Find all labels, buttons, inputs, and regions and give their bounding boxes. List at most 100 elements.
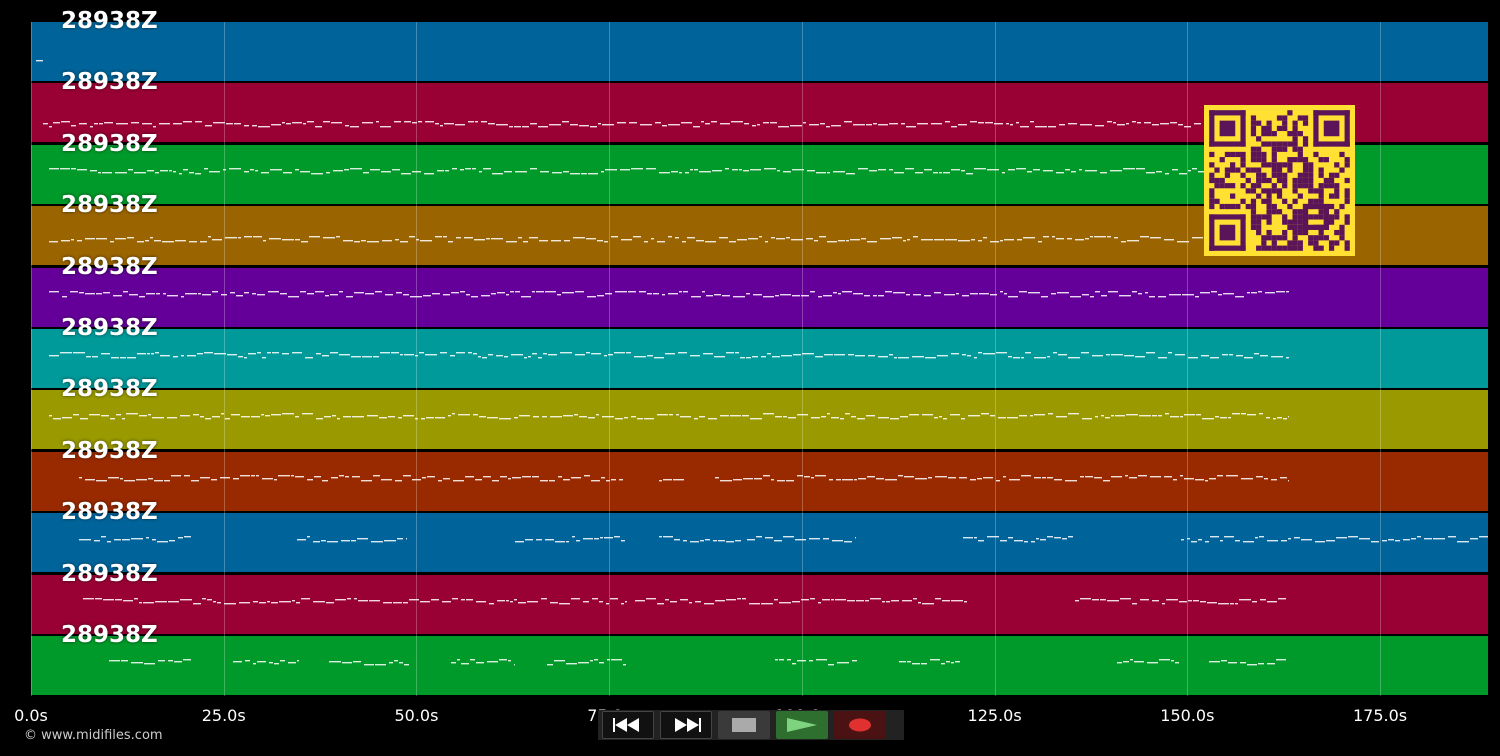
qr-module: [1297, 146, 1303, 152]
midi-note: [1111, 415, 1114, 417]
midi-note: [959, 476, 967, 479]
qr-module: [1313, 188, 1319, 194]
midi-note: [690, 355, 700, 357]
qr-module: [1240, 214, 1246, 251]
track-name: 28938Z: [61, 315, 158, 341]
midi-note: [829, 478, 833, 481]
midi-note: [1016, 167, 1026, 170]
qr-module: [1230, 183, 1236, 189]
midi-note: [403, 474, 411, 477]
qr-module: [1266, 209, 1272, 215]
midi-note: [1016, 122, 1019, 124]
midi-note: [809, 538, 820, 540]
track-lane: [31, 267, 1488, 327]
midi-note: [935, 475, 947, 478]
midi-note: [406, 538, 407, 540]
midi-note: [651, 238, 654, 240]
track-notes: [49, 413, 1289, 420]
qr-module: [1271, 162, 1277, 168]
midi-note: [1228, 662, 1237, 664]
midi-note: [858, 477, 866, 480]
midi-note: [79, 291, 84, 293]
qr-module: [1297, 177, 1303, 184]
midi-note: [663, 536, 673, 538]
fast-forward-button[interactable]: [660, 711, 712, 739]
play-button[interactable]: [776, 711, 828, 739]
rewind-button[interactable]: [602, 711, 654, 739]
qr-module: [1266, 235, 1272, 241]
qr-module: [1276, 193, 1283, 199]
midi-note: [241, 416, 250, 418]
record-button[interactable]: [834, 711, 886, 739]
qr-module: [1245, 167, 1251, 173]
midi-note: [1108, 290, 1118, 292]
midi-note: [848, 354, 854, 356]
qr-module: [1266, 193, 1272, 199]
midi-note: [726, 352, 734, 354]
midi-note: [915, 171, 923, 174]
qr-module: [1297, 157, 1303, 163]
qr-module: [1339, 151, 1345, 158]
midi-note: [644, 241, 648, 243]
midi-note: [1123, 661, 1129, 663]
midi-note: [96, 238, 107, 240]
midi-note: [763, 413, 774, 415]
qr-module: [1256, 146, 1262, 152]
midi-note: [823, 294, 832, 296]
midi-note: [1159, 659, 1170, 661]
midi-note: [180, 598, 192, 600]
midi-note: [404, 121, 411, 123]
midi-note: [1152, 415, 1157, 417]
midi-note: [49, 415, 52, 417]
midi-note: [571, 597, 580, 599]
qr-module: [1302, 183, 1309, 189]
qr-module: [1256, 229, 1262, 236]
midi-note: [750, 418, 762, 420]
qr-module: [1266, 141, 1272, 147]
midi-note: [62, 295, 67, 297]
qr-module: [1323, 183, 1329, 189]
midi-note: [1095, 416, 1098, 418]
midi-note: [1165, 413, 1169, 415]
qr-module: [1328, 177, 1335, 184]
midi-note: [300, 170, 310, 173]
qr-module: [1261, 198, 1267, 204]
stop-button[interactable]: [718, 711, 770, 739]
midi-note: [906, 293, 910, 295]
midi-note: [1403, 539, 1410, 541]
midi-note: [460, 290, 465, 292]
midi-note: [958, 124, 967, 126]
midi-note: [757, 124, 760, 126]
midi-note: [634, 356, 646, 358]
midi-note: [870, 597, 881, 599]
midi-note: [1241, 477, 1253, 480]
qr-module: [1308, 162, 1314, 168]
midi-note: [958, 240, 970, 242]
midi-note: [515, 541, 524, 543]
midi-note: [443, 236, 447, 238]
midi-note: [730, 415, 741, 417]
midi-note: [61, 240, 70, 242]
midi-note: [1062, 538, 1067, 540]
midi-note: [151, 353, 154, 355]
midi-note: [383, 601, 392, 603]
midi-note: [488, 354, 493, 356]
midi-note: [985, 122, 993, 124]
qr-module: [1224, 203, 1231, 210]
qr-module: [1256, 172, 1262, 178]
midi-note: [315, 290, 324, 292]
midi-note: [1132, 121, 1136, 123]
midi-note: [375, 664, 386, 666]
midi-note: [711, 121, 717, 123]
midi-note: [680, 416, 691, 418]
midi-note: [191, 479, 199, 482]
midi-note: [1260, 598, 1266, 600]
midi-note: [1171, 660, 1174, 662]
midi-note: [575, 354, 585, 356]
midi-note: [532, 290, 535, 292]
track-notes: [83, 597, 1286, 604]
midi-note: [301, 597, 310, 599]
midi-note: [1040, 539, 1046, 541]
midi-note: [1147, 662, 1158, 664]
midi-note: [713, 540, 717, 542]
